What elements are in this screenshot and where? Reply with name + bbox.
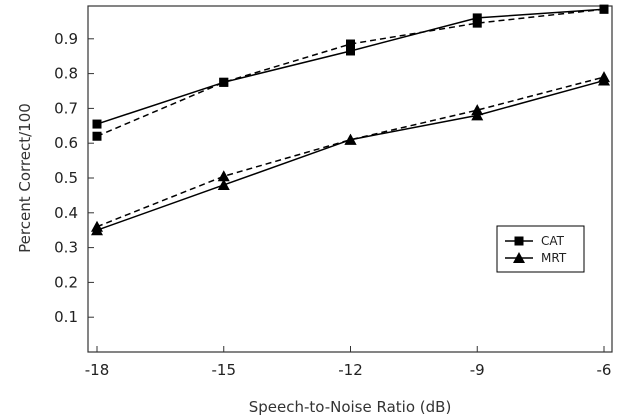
- series-group: [91, 4, 610, 236]
- series-mrt-dashed: [91, 71, 610, 232]
- legend: CAT MRT: [496, 225, 585, 273]
- y-tick-label: 0.2: [54, 273, 78, 291]
- data-point: [598, 71, 610, 83]
- data-point: [472, 18, 482, 28]
- data-point: [346, 39, 355, 49]
- data-point: [91, 220, 103, 232]
- x-tick-label: -12: [338, 361, 363, 379]
- legend-marker-triangle: [513, 252, 525, 263]
- y-tick-label: 0.8: [54, 65, 78, 83]
- data-point: [471, 104, 484, 116]
- data-point: [346, 46, 355, 56]
- y-tick-label: 0.7: [54, 99, 78, 117]
- y-tick-label: 0.6: [54, 134, 78, 152]
- y-tick-label: 0.1: [54, 308, 78, 326]
- y-axis-title: Percent Correct/100: [16, 103, 34, 253]
- x-axis-title: Speech-to-Noise Ratio (dB): [249, 398, 452, 416]
- data-point: [219, 77, 229, 87]
- x-tick-label: -18: [85, 361, 110, 379]
- y-tick-label: 0.3: [54, 239, 78, 257]
- series-line: [96, 8, 605, 125]
- series-cat-dashed: [92, 4, 609, 141]
- data-point: [344, 133, 357, 145]
- y-tick-label: 0.5: [54, 169, 78, 187]
- data-point: [217, 170, 230, 182]
- legend-label: MRT: [541, 251, 567, 265]
- series-cat-solid: [92, 4, 609, 129]
- series-line: [96, 79, 605, 231]
- x-tick-label: -9: [470, 361, 485, 379]
- legend-box: [496, 225, 585, 273]
- legend-label: CAT: [541, 234, 565, 248]
- x-tick-label: -15: [212, 361, 237, 379]
- series-line: [96, 8, 605, 137]
- y-tick-label: 0.9: [54, 30, 78, 48]
- data-point: [92, 131, 102, 141]
- data-point: [217, 178, 230, 190]
- axes: 0.1 0.2 0.3 0.4 0.5 0.6 0.7 0.8 0.9 -18 -15 -12 -9 -6: [54, 5, 613, 379]
- plot-frame: [87, 5, 613, 353]
- data-point: [472, 13, 482, 23]
- y-tick-label: 0.4: [54, 204, 78, 222]
- series-line: [96, 76, 605, 228]
- data-point: [92, 119, 102, 129]
- series-mrt-solid: [91, 74, 610, 236]
- x-tick-label: -6: [597, 361, 612, 379]
- legend-marker-square: [514, 236, 524, 246]
- data-point: [599, 4, 609, 14]
